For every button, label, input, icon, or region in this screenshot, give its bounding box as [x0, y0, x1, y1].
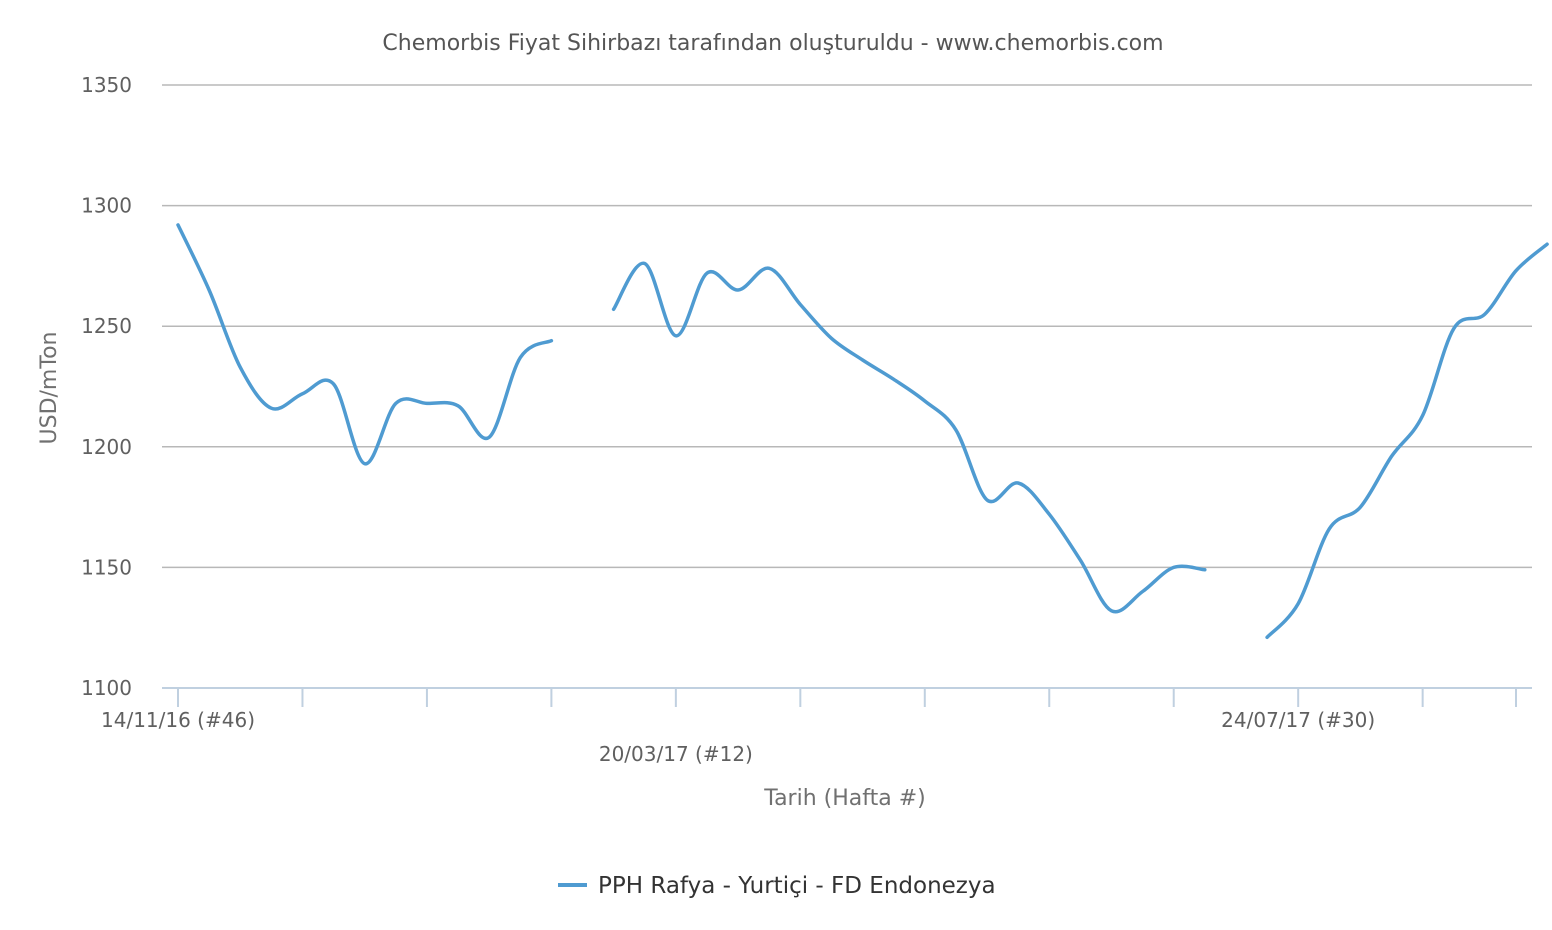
x-axis-tick-labels: 14/11/16 (#46) 20/03/17 (#12) 24/07/17 (#3… — [101, 708, 1375, 766]
series-line-segment[interactable] — [1265, 242, 1549, 640]
y-axis-tick-labels: 1100 1150 1200 1250 1300 1350 — [81, 73, 132, 700]
y-tick-label: 1100 — [81, 676, 132, 700]
x-axis — [162, 687, 1532, 707]
x-tick-label: 20/03/17 (#12) — [599, 742, 753, 766]
series-line-segment[interactable] — [176, 223, 554, 466]
y-tick-label: 1300 — [81, 194, 132, 218]
x-tick-label: 14/11/16 (#46) — [101, 708, 255, 732]
x-axis-title: Tarih (Hafta #) — [763, 786, 925, 811]
y-tick-label: 1150 — [81, 555, 132, 579]
x-tick-label: 24/07/17 (#30) — [1221, 708, 1375, 732]
chart-title: Chemorbis Fiyat Sihirbazı tarafından olu… — [382, 31, 1163, 56]
legend-label: PPH Rafya - Yurtiçi - FD Endonezya — [598, 873, 996, 899]
y-axis-title: USD/mTon — [37, 332, 62, 445]
legend[interactable]: PPH Rafya - Yurtiçi - FD Endonezya — [558, 873, 996, 899]
y-tick-label: 1250 — [81, 314, 132, 338]
series-lines — [176, 223, 1549, 640]
grid-lines — [162, 84, 1532, 569]
y-tick-label: 1350 — [81, 73, 132, 97]
series-line-segment[interactable] — [611, 261, 1207, 614]
y-tick-label: 1200 — [81, 435, 132, 459]
